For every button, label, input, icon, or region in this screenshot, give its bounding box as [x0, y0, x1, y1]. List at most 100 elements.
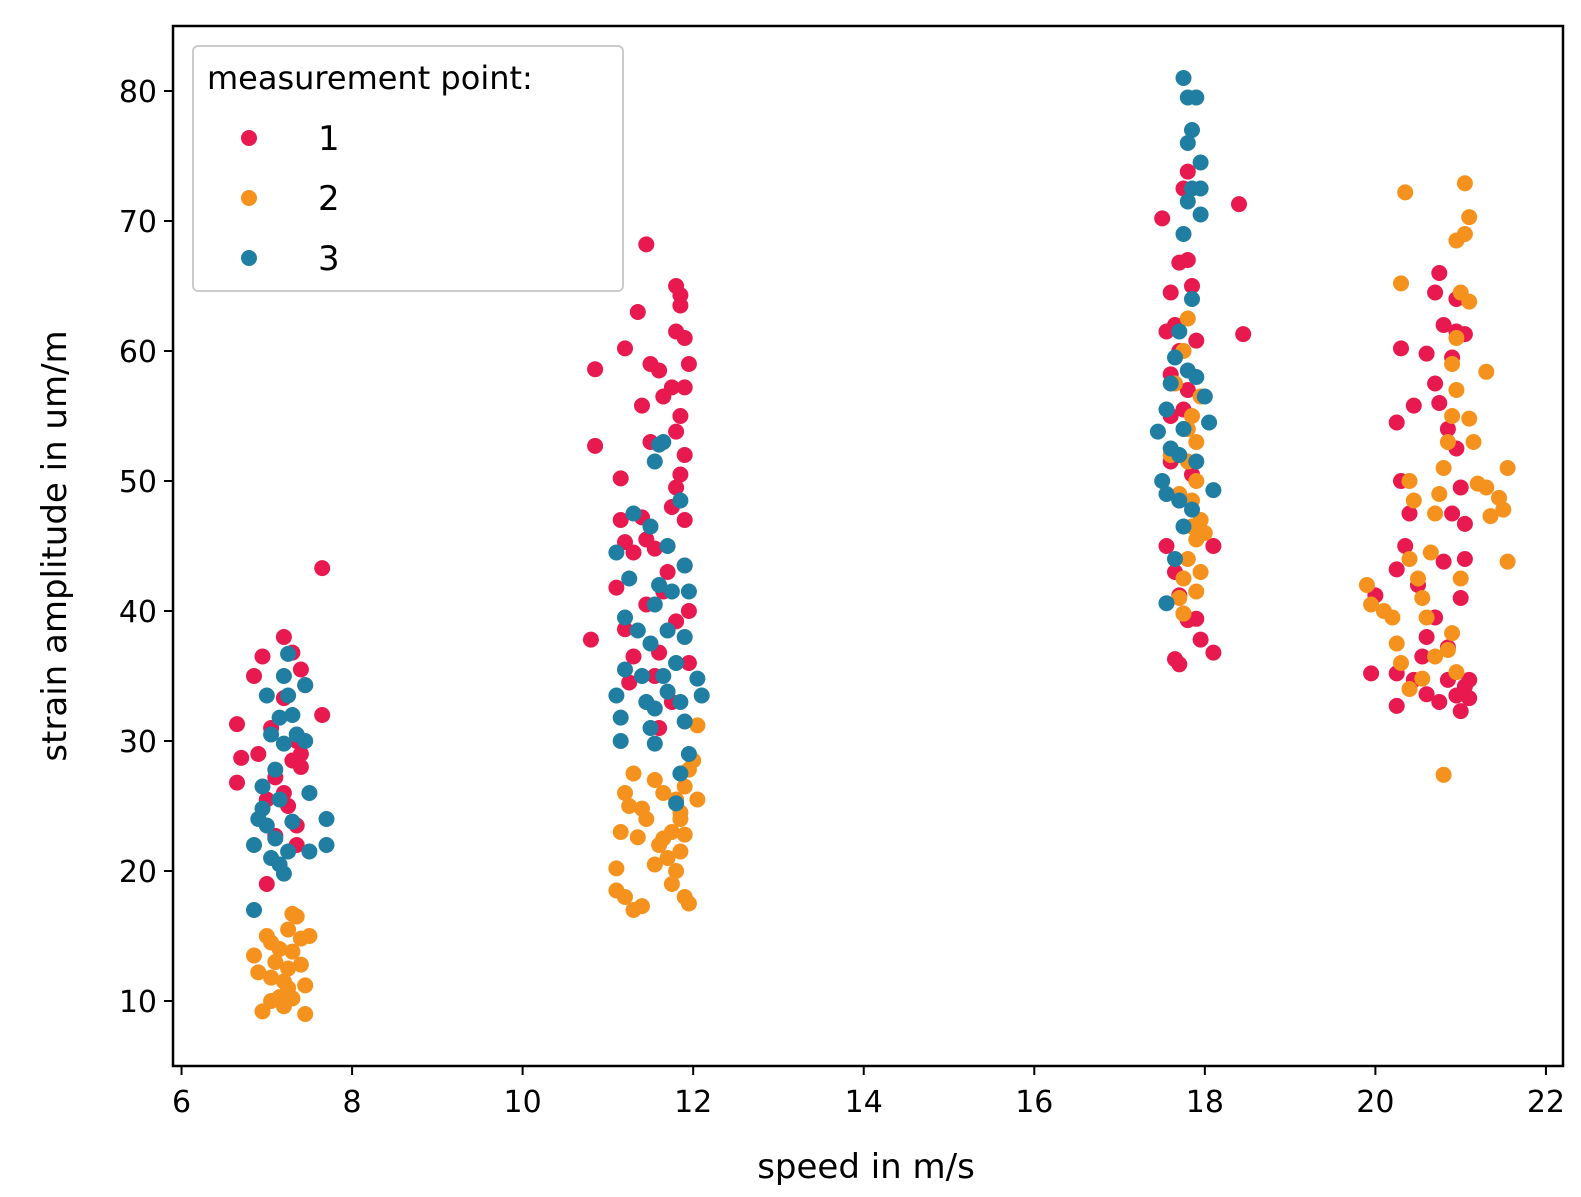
point-series-3-63	[693, 687, 710, 704]
point-series-1-102	[1179, 382, 1196, 398]
point-series-3-0	[246, 837, 262, 853]
point-series-2-31	[617, 785, 633, 801]
point-series-2-12	[288, 908, 305, 925]
point-series-3-58	[676, 629, 693, 645]
point-series-1-85	[1188, 332, 1205, 349]
point-series-2-13	[284, 943, 301, 960]
point-series-1-47	[676, 379, 693, 396]
point-series-2-71	[1188, 583, 1205, 600]
y-tick-label: 30	[119, 725, 157, 760]
point-series-3-8	[275, 735, 292, 752]
point-series-1-125	[1461, 690, 1478, 707]
point-series-3-91	[1188, 453, 1205, 470]
point-series-3-67	[1149, 423, 1166, 440]
point-series-3-66	[646, 700, 663, 717]
point-series-1-46	[680, 356, 697, 372]
point-series-2-114	[1482, 508, 1499, 525]
point-series-2-70	[1175, 605, 1192, 622]
point-series-2-39	[659, 850, 676, 866]
point-series-1-75	[1162, 284, 1179, 301]
point-series-1-3	[246, 668, 262, 684]
point-series-1-40	[663, 379, 680, 396]
point-series-3-51	[659, 622, 676, 639]
point-series-2-84	[1393, 655, 1409, 671]
point-series-3-3	[258, 817, 275, 834]
point-series-3-75	[1175, 226, 1192, 242]
point-series-3-42	[642, 635, 659, 652]
y-tick-label: 40	[119, 595, 157, 630]
point-series-2-113	[1478, 363, 1495, 380]
x-tick-label: 8	[343, 1085, 362, 1120]
point-series-3-22	[318, 811, 335, 827]
point-series-1-70	[638, 531, 655, 548]
point-series-2-41	[668, 863, 685, 879]
legend-entries: 1 2 3	[241, 119, 340, 279]
point-series-2-52	[689, 717, 706, 734]
point-series-3-31	[612, 733, 629, 749]
point-series-2-98	[1439, 434, 1456, 450]
point-series-3-99	[1171, 447, 1188, 463]
point-series-3-86	[1184, 291, 1200, 307]
point-series-3-43	[646, 596, 663, 613]
point-series-1-144	[1431, 265, 1448, 281]
point-series-2-53	[655, 785, 672, 801]
y-axis-label: strain amplitude in um/m	[35, 330, 75, 761]
point-series-3-5	[267, 830, 284, 847]
point-series-1-112	[1401, 505, 1418, 522]
point-series-3-21	[318, 837, 335, 853]
point-series-1-147	[1418, 345, 1435, 362]
point-series-2-10	[280, 921, 297, 938]
point-series-1-25	[250, 746, 267, 762]
point-series-1-24	[292, 746, 309, 762]
y-tick-label: 70	[119, 205, 157, 240]
point-series-2-120	[1444, 625, 1461, 642]
point-series-2-32	[625, 765, 642, 782]
point-series-2-125	[1414, 670, 1431, 687]
point-series-1-100	[1231, 196, 1247, 213]
point-series-2-99	[1444, 408, 1461, 424]
point-series-2-112	[1478, 479, 1495, 496]
point-series-3-97	[1175, 421, 1192, 437]
point-series-3-89	[1201, 414, 1218, 431]
point-series-1-80	[1184, 278, 1200, 294]
point-series-2-122	[1435, 766, 1452, 783]
point-series-1-79	[1179, 163, 1196, 180]
point-series-1-0	[229, 716, 245, 733]
point-series-2-20	[275, 998, 292, 1015]
point-series-2-48	[676, 778, 693, 795]
point-series-3-2	[254, 778, 271, 795]
point-series-3-45	[642, 518, 659, 535]
point-series-2-6	[280, 960, 297, 977]
x-tick-label: 16	[1015, 1085, 1053, 1120]
point-series-3-85	[1192, 206, 1209, 223]
point-series-3-55	[680, 746, 697, 762]
point-series-1-142	[1427, 284, 1444, 301]
point-series-1-116	[1418, 629, 1435, 645]
point-series-2-91	[1410, 570, 1426, 587]
point-series-2-26	[617, 889, 633, 905]
point-series-1-99	[1205, 644, 1222, 661]
point-series-1-89	[1158, 538, 1175, 554]
point-series-2-119	[1452, 570, 1469, 587]
point-series-3-64	[655, 668, 672, 684]
point-series-1-44	[672, 287, 689, 304]
point-series-3-69	[1158, 486, 1175, 502]
point-series-2-117	[1499, 460, 1516, 476]
point-series-1-17	[258, 876, 275, 892]
point-series-3-79	[1184, 122, 1200, 138]
point-series-1-71	[621, 674, 638, 691]
point-series-1-133	[1452, 479, 1469, 496]
legend: measurement point: 1 2 3	[192, 45, 624, 292]
point-series-2-29	[612, 824, 629, 840]
point-series-2-34	[629, 829, 646, 846]
point-series-3-73	[1167, 349, 1183, 366]
point-series-1-146	[1405, 397, 1422, 414]
point-series-3-37	[629, 622, 646, 639]
point-series-2-61	[1188, 434, 1205, 450]
point-series-2-94	[1422, 544, 1439, 561]
point-series-2-86	[1393, 275, 1409, 292]
point-series-1-130	[1452, 590, 1469, 606]
point-series-3-13	[284, 707, 301, 723]
point-series-2-83	[1388, 635, 1405, 652]
point-series-2-51	[689, 791, 706, 808]
